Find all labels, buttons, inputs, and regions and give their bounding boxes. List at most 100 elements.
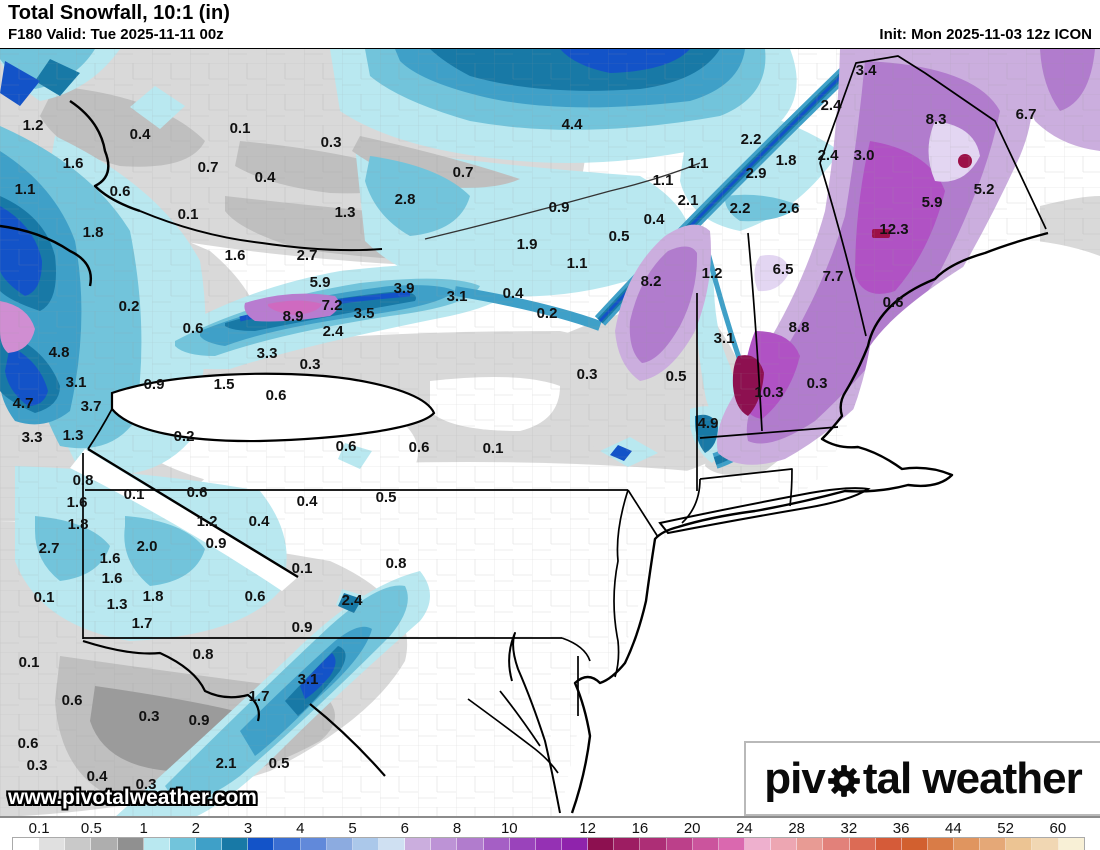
snowfall-value-label: 0.5 [666, 368, 687, 385]
colorbar-cell [640, 838, 667, 850]
snowfall-value-label: 0.4 [503, 285, 525, 302]
colorbar-tick: 6 [400, 820, 409, 837]
colorbar-tick: 4 [296, 820, 305, 837]
snowfall-value-label: 0.6 [336, 438, 357, 455]
snowfall-value-label: 0.2 [119, 298, 140, 315]
snowfall-value-label: 3.1 [66, 374, 87, 391]
snowfall-value-label: 2.7 [297, 247, 318, 264]
colorbar-cell [954, 838, 981, 850]
colorbar-cell [614, 838, 641, 850]
snowfall-value-label: 1.1 [567, 255, 588, 272]
snowfall-value-label: 1.6 [100, 550, 121, 567]
snowfall-value-label: 0.8 [386, 555, 407, 572]
snowfall-value-label: 8.3 [926, 111, 947, 128]
colorbar-cell [117, 838, 144, 850]
colorbar-cell [483, 838, 510, 850]
snowfall-value-label: 0.5 [376, 489, 397, 506]
snowfall-value-label: 4.4 [562, 116, 584, 133]
state-borders [82, 55, 1047, 777]
colorbar-cell [143, 838, 170, 850]
snowfall-value-label: 0.6 [266, 387, 287, 404]
colorbar: 0.1 0.5 1 2 3 4 5 6 8 10 12 16 20 24 28 32 36 44 52 60 [0, 816, 1100, 850]
coastline [0, 100, 1049, 814]
snowfall-value-label: 1.3 [107, 596, 128, 613]
snowfall-value-label: 1.2 [23, 117, 44, 134]
snowfall-value-label: 1.8 [68, 516, 89, 533]
snowfall-value-label: 1.8 [143, 588, 164, 605]
colorbar-cell [195, 838, 223, 850]
colorbar-tick: 8 [452, 820, 462, 837]
colorbar-cell [588, 838, 615, 850]
snowfall-value-label: 7.7 [823, 268, 844, 285]
snowfall-value-label: 1.2 [702, 265, 723, 282]
snowfall-value-label: 0.4 [255, 169, 277, 186]
snowfall-value-label: 0.1 [230, 120, 251, 137]
colorbar-cell [561, 838, 589, 850]
snowfall-value-label: 4.8 [49, 344, 70, 361]
snowfall-value-label: 0.3 [321, 134, 342, 151]
colorbar-cell [535, 838, 562, 850]
colorbar-cells [12, 837, 1085, 850]
colorbar-cell [927, 838, 955, 850]
snowfall-value-label: 0.3 [807, 375, 828, 392]
colorbar-tick: 28 [788, 820, 805, 837]
colorbar-cell [1032, 838, 1059, 850]
snowfall-value-label: 2.1 [678, 192, 699, 209]
colorbar-cell [65, 838, 92, 850]
snowfall-value-label: 5.9 [922, 194, 943, 211]
colorbar-tick: 52 [997, 820, 1014, 837]
snowfall-value-label: 0.5 [269, 755, 290, 772]
snowfall-value-label: 7.2 [322, 297, 343, 314]
snowfall-value-label: 8.8 [789, 319, 810, 336]
snowfall-value-label: 1.2 [197, 513, 218, 530]
colorbar-cell [509, 838, 536, 850]
colorbar-tick: 44 [945, 820, 962, 837]
logo-text-part1: piv [764, 753, 826, 803]
init-time: Init: Mon 2025-11-03 12z ICON [879, 26, 1092, 43]
colorbar-tick: 0.1 [28, 820, 50, 837]
snowfall-value-label: 2.2 [730, 200, 751, 217]
snowfall-value-label: 0.6 [883, 294, 904, 311]
colorbar-cell [326, 838, 353, 850]
colorbar-cell [222, 838, 249, 850]
snowfall-value-label: 0.6 [245, 588, 266, 605]
snowfall-value-label: 0.7 [198, 159, 219, 176]
colorbar-cell [169, 838, 196, 850]
snowfall-value-label: 0.1 [34, 589, 55, 606]
snowfall-value-label: 6.7 [1016, 106, 1037, 123]
colorbar-cell [823, 838, 850, 850]
snowfall-value-label: 0.7 [453, 164, 474, 181]
colorbar-tick: 60 [1049, 820, 1067, 837]
lakes [70, 239, 1100, 817]
pivotal-weather-logo: piv tal weather [744, 741, 1100, 816]
colorbar-cell [274, 838, 301, 850]
snowfall-value-label: 3.0 [854, 147, 875, 164]
page-title: Total Snowfall, 10:1 (in) [8, 2, 230, 24]
snowfall-value-label: 1.6 [225, 247, 246, 264]
snowfall-value-label: 3.5 [354, 305, 375, 322]
colorbar-cell [1006, 838, 1033, 850]
colorbar-cell [692, 838, 719, 850]
snowfall-value-label: 0.6 [110, 183, 131, 200]
lake-erie [70, 449, 298, 591]
colorbar-cell [352, 838, 379, 850]
logo-text-part2: tal weather [862, 753, 1083, 803]
snowfall-value-label: 0.6 [187, 484, 208, 501]
snowfall-value-label: 1.6 [102, 570, 123, 587]
colorbar-cell [901, 838, 928, 850]
colorbar-tick: 0.5 [80, 820, 102, 837]
snowfall-value-label: 2.8 [395, 191, 416, 208]
colorbar-cell [744, 838, 772, 850]
snowfall-value-label: 0.4 [249, 513, 271, 530]
snowfall-value-label: 0.6 [18, 735, 39, 752]
snowfall-value-label: 3.1 [447, 288, 468, 305]
snowfall-value-label: 0.3 [139, 708, 160, 725]
colorbar-cell [1058, 838, 1084, 850]
colorbar-tick: 5 [348, 820, 357, 837]
colorbar-tick: 20 [683, 820, 701, 837]
colorbar-tick: 32 [840, 820, 858, 837]
value-labels: 1.2 0.4 0.1 0.3 1.6 0.7 0.4 1.1 0.6 0.1 1.3 1.8 1.6 2… [13, 62, 1037, 793]
colorbar-tick: 36 [892, 820, 910, 837]
snowfall-value-label: 1.3 [335, 204, 356, 221]
